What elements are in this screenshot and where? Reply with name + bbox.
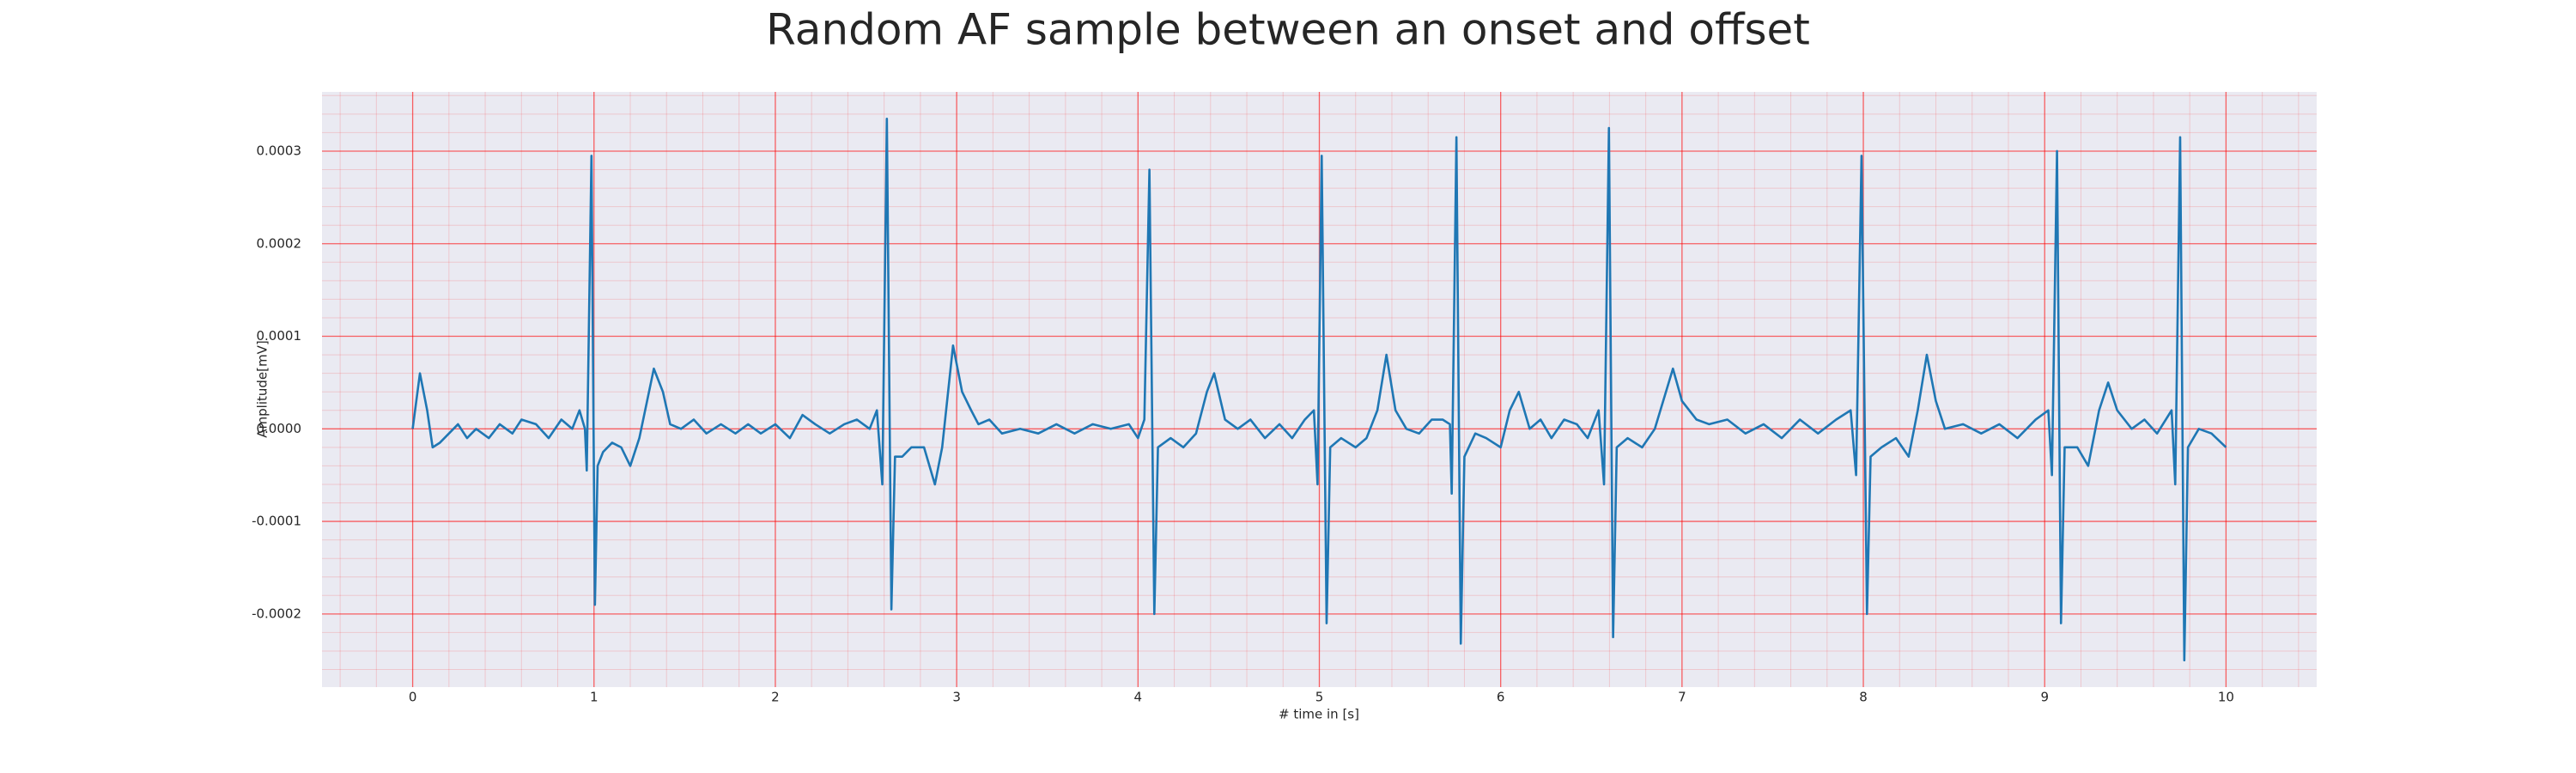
x-axis-label: # time in [s] (1279, 707, 1359, 722)
ecg-line (411, 117, 2227, 662)
x-tick-label: 7 (1678, 690, 1686, 705)
x-tick-label: 0 (409, 690, 417, 705)
x-tick-label: 9 (2040, 690, 2049, 705)
x-tick-label: 1 (590, 690, 598, 705)
y-tick-label: 0.0001 (257, 328, 302, 344)
chart-title: Random AF sample between an onset and of… (766, 5, 1810, 55)
y-axis-label: Amplitude[mV] (255, 340, 270, 437)
x-tick-label: 4 (1134, 690, 1143, 705)
y-tick-label: 0.0002 (257, 235, 302, 251)
x-tick-label: 5 (1315, 690, 1324, 705)
x-tick-label: 3 (952, 690, 961, 705)
x-tick-label: 10 (2218, 690, 2234, 705)
y-tick-label: -0.0001 (252, 514, 301, 529)
y-tick-label: -0.0002 (252, 606, 301, 621)
x-tick-label: 8 (1859, 690, 1868, 705)
x-tick-label: 2 (771, 690, 780, 705)
x-tick-label: 6 (1497, 690, 1505, 705)
y-tick-label: 0.0000 (257, 421, 302, 436)
y-tick-label: 0.0003 (257, 143, 302, 158)
